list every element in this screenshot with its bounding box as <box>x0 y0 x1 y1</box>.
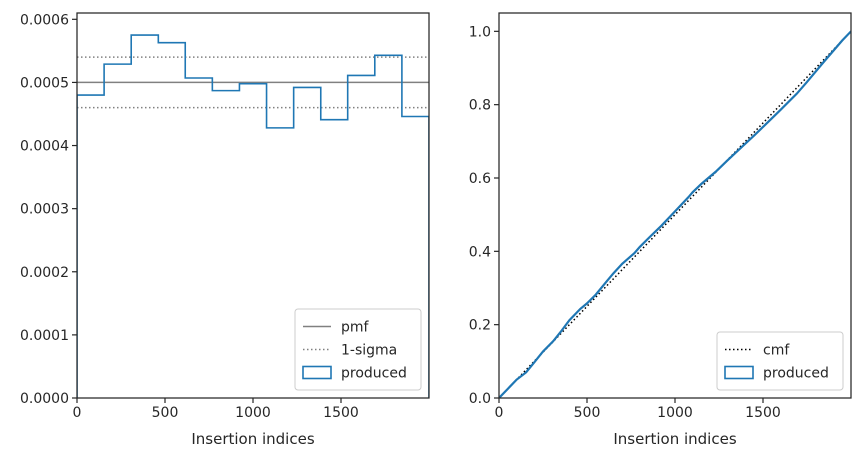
legend: pmf 1-sigma produced <box>294 308 422 391</box>
y-tick-label: 0.6 <box>469 171 491 187</box>
series-line-produced <box>499 30 851 398</box>
y-tick-label: 0.0001 <box>20 328 69 344</box>
legend-label: produced <box>763 366 829 382</box>
y-tick-label: 0.0 <box>469 391 491 407</box>
x-tick-label: 500 <box>152 405 179 421</box>
x-tick-label: 0 <box>495 405 504 421</box>
y-tick-label: 0.2 <box>469 318 491 334</box>
legend-handle-produced <box>302 365 332 380</box>
legend-box <box>294 308 422 391</box>
legend-box <box>716 331 844 391</box>
y-tick-label: 1.0 <box>469 24 491 40</box>
legend: cmf produced <box>716 331 844 391</box>
x-axis-label: Insertion indices <box>191 430 314 448</box>
plot-area <box>77 34 429 398</box>
x-axis-label: Insertion indices <box>613 430 736 448</box>
histogram-produced-step <box>77 34 429 398</box>
cumulative-panel: 0 500 1000 1500 0.0 0.2 0.4 0.6 0.8 1.0 Insertion … <box>469 12 852 448</box>
legend-label: 1-sigma <box>341 343 397 359</box>
y-tick-label: 0.0004 <box>20 139 69 155</box>
legend-label: pmf <box>341 320 370 336</box>
y-tick-label: 0.0006 <box>20 12 69 28</box>
x-tick-label: 1500 <box>745 405 781 421</box>
legend-label: produced <box>341 366 407 382</box>
x-tick-label: 1500 <box>323 405 359 421</box>
legend-handle-produced <box>724 365 754 380</box>
x-tick-label: 1000 <box>657 405 693 421</box>
y-tick-label: 0.4 <box>469 244 491 260</box>
y-tick-label: 0.0002 <box>20 265 69 281</box>
legend-label: cmf <box>763 343 790 359</box>
y-tick-label: 0.0000 <box>20 391 69 407</box>
y-tick-label: 0.0005 <box>20 75 69 91</box>
x-tick-label: 1000 <box>235 405 271 421</box>
y-tick-label: 0.8 <box>469 98 491 114</box>
x-tick-label: 0 <box>73 405 82 421</box>
plot-area <box>499 30 851 398</box>
y-tick-label: 0.0003 <box>20 202 69 218</box>
histogram-panel: 0 500 1000 1500 0.0000 0.0001 0.0002 0.0003 0.00… <box>20 12 430 448</box>
x-tick-label: 500 <box>574 405 601 421</box>
